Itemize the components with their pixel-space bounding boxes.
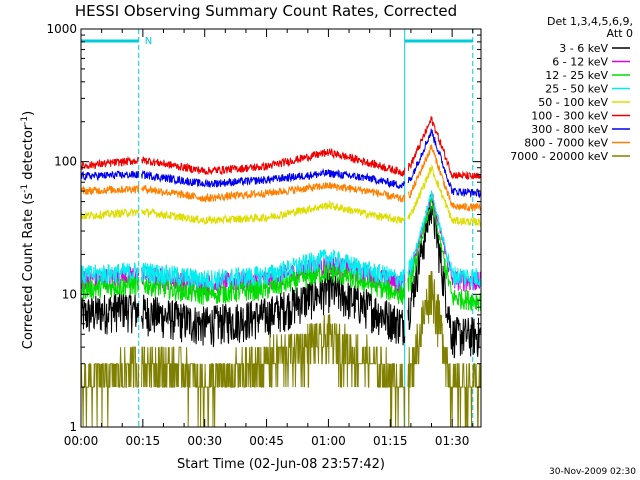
legend-label: 7000 - 20000 keV (510, 150, 608, 163)
y-tick-label: 1 (69, 420, 77, 434)
y-tick-label: 10 (62, 287, 77, 301)
series-line-8 (80, 144, 482, 212)
x-tick-label: 00:00 (64, 434, 99, 448)
x-tick-label: 00:30 (187, 434, 222, 448)
series-line-3 (80, 197, 482, 312)
footer-timestamp: 30-Nov-2009 02:30 (549, 467, 636, 477)
series-line-5 (80, 164, 482, 228)
chart-title: HESSI Observing Summary Count Rates, Cor… (75, 2, 457, 20)
legend-label: 25 - 50 keV (545, 83, 608, 96)
legend-label: 800 - 7000 keV (524, 137, 608, 150)
legend-label: 12 - 25 keV (545, 69, 608, 82)
plot-area: N (80, 29, 482, 428)
axis-ticks: 00:00 00:15 00:30 00:45 01:00 01:15 01:30 1 10 10… (46, 22, 481, 448)
series-line-9 (80, 270, 482, 428)
series-line-1 (80, 194, 482, 359)
y-axis-label: Corrected Count Rate (s-1 detector-1) (20, 111, 36, 349)
flag-label: N (145, 36, 152, 47)
x-tick-label: 01:15 (373, 434, 408, 448)
legend-header-line1: Det 1,3,4,5,6,9, (547, 15, 633, 28)
legend-label: 6 - 12 keV (552, 56, 608, 69)
legend-label: 50 - 100 keV (538, 96, 608, 109)
series-line-7 (80, 128, 482, 199)
x-tick-label: 01:30 (435, 434, 470, 448)
series-line-6 (80, 116, 482, 180)
x-tick-label: 00:15 (126, 434, 161, 448)
x-axis-label: Start Time (02-Jun-08 23:57:42) (177, 457, 385, 472)
y-tick-label: 100 (54, 155, 77, 169)
series-line-4 (80, 190, 482, 291)
x-tick-label: 01:00 (311, 434, 346, 448)
y-tick-label: 1000 (46, 22, 77, 36)
legend-label: 100 - 300 keV (531, 110, 608, 123)
plot-frame (80, 28, 482, 428)
legend-label: 300 - 800 keV (531, 123, 608, 136)
x-tick-label: 00:45 (249, 434, 284, 448)
legend-label: 3 - 6 keV (559, 42, 608, 55)
legend-header-line2: Att 0 (607, 27, 633, 40)
